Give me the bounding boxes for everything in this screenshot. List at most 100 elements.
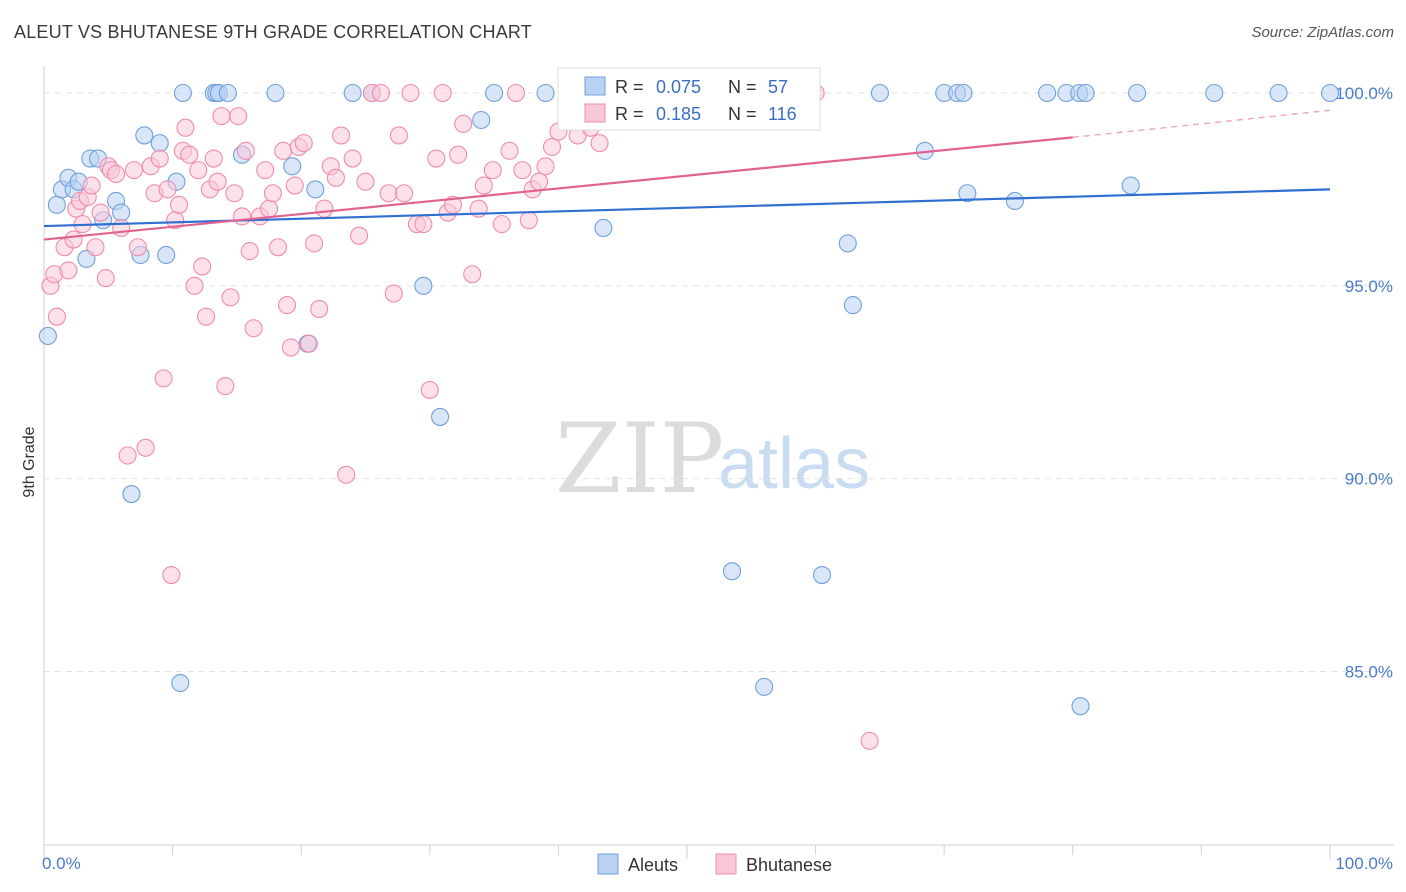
data-point-bhutanese (221, 288, 240, 307)
data-point-bhutanese (356, 172, 375, 191)
data-point-aleuts (47, 195, 66, 214)
legend-n-value-aleuts: 57 (768, 77, 788, 97)
data-point-bhutanese (256, 161, 275, 180)
data-point-bhutanese (64, 230, 83, 249)
data-point-bhutanese (384, 284, 403, 303)
data-point-bhutanese (216, 377, 235, 396)
data-point-bhutanese (269, 238, 288, 257)
watermark: ZIP atlas (555, 403, 870, 515)
data-point-bhutanese (326, 168, 345, 187)
data-point-aleuts (112, 203, 131, 222)
data-point-bhutanese (244, 319, 263, 338)
data-point-bhutanese (47, 307, 66, 326)
data-point-aleuts (1038, 83, 1057, 103)
data-point-aleuts (157, 245, 176, 265)
data-point-aleuts (1121, 176, 1140, 195)
legend-n-label-aleuts: N = (728, 77, 757, 97)
series-aleuts (38, 83, 1340, 716)
data-point-bhutanese (433, 83, 452, 103)
legend-r-value-aleuts: 0.075 (656, 77, 701, 97)
stats-legend: R = 0.075 N = 57 R = 0.185 N = 116 (557, 67, 821, 131)
data-point-bhutanese (500, 141, 519, 160)
y-axis-label: 9th Grade (21, 426, 38, 497)
series-bhutanese (41, 83, 879, 750)
data-point-bhutanese (379, 184, 398, 203)
data-point-bhutanese (285, 176, 304, 195)
data-point-aleuts (472, 110, 491, 130)
data-point-bhutanese (112, 218, 131, 238)
data-point-aleuts (283, 157, 302, 176)
data-point-aleuts (38, 326, 57, 346)
data-point-bhutanese (860, 731, 879, 750)
x-tick-label: 0.0% (42, 854, 81, 873)
data-point-bhutanese (278, 296, 297, 315)
data-point-bhutanese (414, 215, 433, 234)
data-point-aleuts (838, 234, 857, 253)
data-point-aleuts (722, 562, 742, 581)
data-point-aleuts (485, 83, 504, 103)
data-point-bhutanese (176, 118, 195, 137)
x-tick-label: 100.0% (1335, 854, 1393, 873)
data-point-bhutanese (193, 257, 212, 276)
watermark-zip: ZIP (555, 403, 724, 515)
data-point-bhutanese (337, 465, 356, 484)
data-points (38, 83, 1340, 750)
data-point-bhutanese (483, 161, 502, 180)
legend-swatch-bhutanese (584, 103, 606, 123)
data-point-bhutanese (128, 238, 147, 257)
data-point-aleuts (1320, 83, 1340, 103)
series-legend: Aleuts Bhutanese (597, 853, 832, 875)
series-legend-swatch-bhutanese (715, 853, 737, 875)
trend-line-aleuts (43, 188, 1331, 228)
data-point-bhutanese (82, 176, 101, 195)
data-point-aleuts (870, 83, 889, 103)
data-point-bhutanese (530, 172, 549, 191)
data-point-bhutanese (389, 126, 408, 145)
data-point-aleuts (343, 83, 362, 103)
data-point-aleuts (1269, 83, 1288, 103)
data-point-bhutanese (454, 114, 473, 133)
data-point-bhutanese (506, 83, 526, 103)
data-point-aleuts (218, 83, 237, 103)
data-point-bhutanese (118, 446, 137, 465)
data-point-bhutanese (86, 238, 105, 257)
data-point-aleuts (954, 83, 973, 103)
data-point-bhutanese (259, 199, 279, 218)
data-point-bhutanese (274, 141, 293, 160)
data-point-bhutanese (96, 269, 115, 288)
data-point-bhutanese (158, 180, 177, 199)
data-point-aleuts (536, 83, 555, 103)
data-point-bhutanese (463, 265, 482, 284)
y-tick-label: 95.0% (1345, 277, 1393, 296)
data-point-aleuts (755, 677, 774, 696)
data-point-aleuts (1071, 697, 1090, 716)
data-point-aleuts (414, 276, 433, 295)
data-point-bhutanese (427, 149, 446, 168)
data-point-bhutanese (204, 149, 223, 168)
legend-r-label-aleuts: R = (615, 77, 644, 97)
trend-line-bhutanese (43, 136, 1073, 241)
y-tick-label: 90.0% (1345, 470, 1393, 489)
data-point-bhutanese (299, 334, 318, 353)
data-point-bhutanese (154, 369, 173, 388)
data-point-aleuts (266, 83, 285, 103)
data-point-aleuts (958, 184, 977, 203)
data-point-aleuts (173, 83, 192, 103)
data-point-aleuts (1128, 83, 1147, 103)
data-point-bhutanese (185, 276, 204, 295)
data-point-aleuts (1005, 191, 1024, 211)
data-point-bhutanese (180, 145, 199, 164)
data-point-bhutanese (59, 261, 78, 280)
data-point-bhutanese (240, 242, 259, 261)
data-point-bhutanese (590, 134, 609, 153)
y-tick-label: 85.0% (1345, 662, 1393, 681)
data-point-bhutanese (305, 234, 324, 253)
data-point-bhutanese (212, 107, 231, 126)
data-point-bhutanese (310, 299, 329, 319)
data-point-bhutanese (150, 149, 169, 168)
data-point-bhutanese (232, 207, 252, 226)
data-point-aleuts (431, 407, 450, 426)
axes: 85.0% 90.0% 95.0% 100.0% 0.0% 100.0% (42, 66, 1394, 873)
grid-lines (44, 92, 1390, 672)
